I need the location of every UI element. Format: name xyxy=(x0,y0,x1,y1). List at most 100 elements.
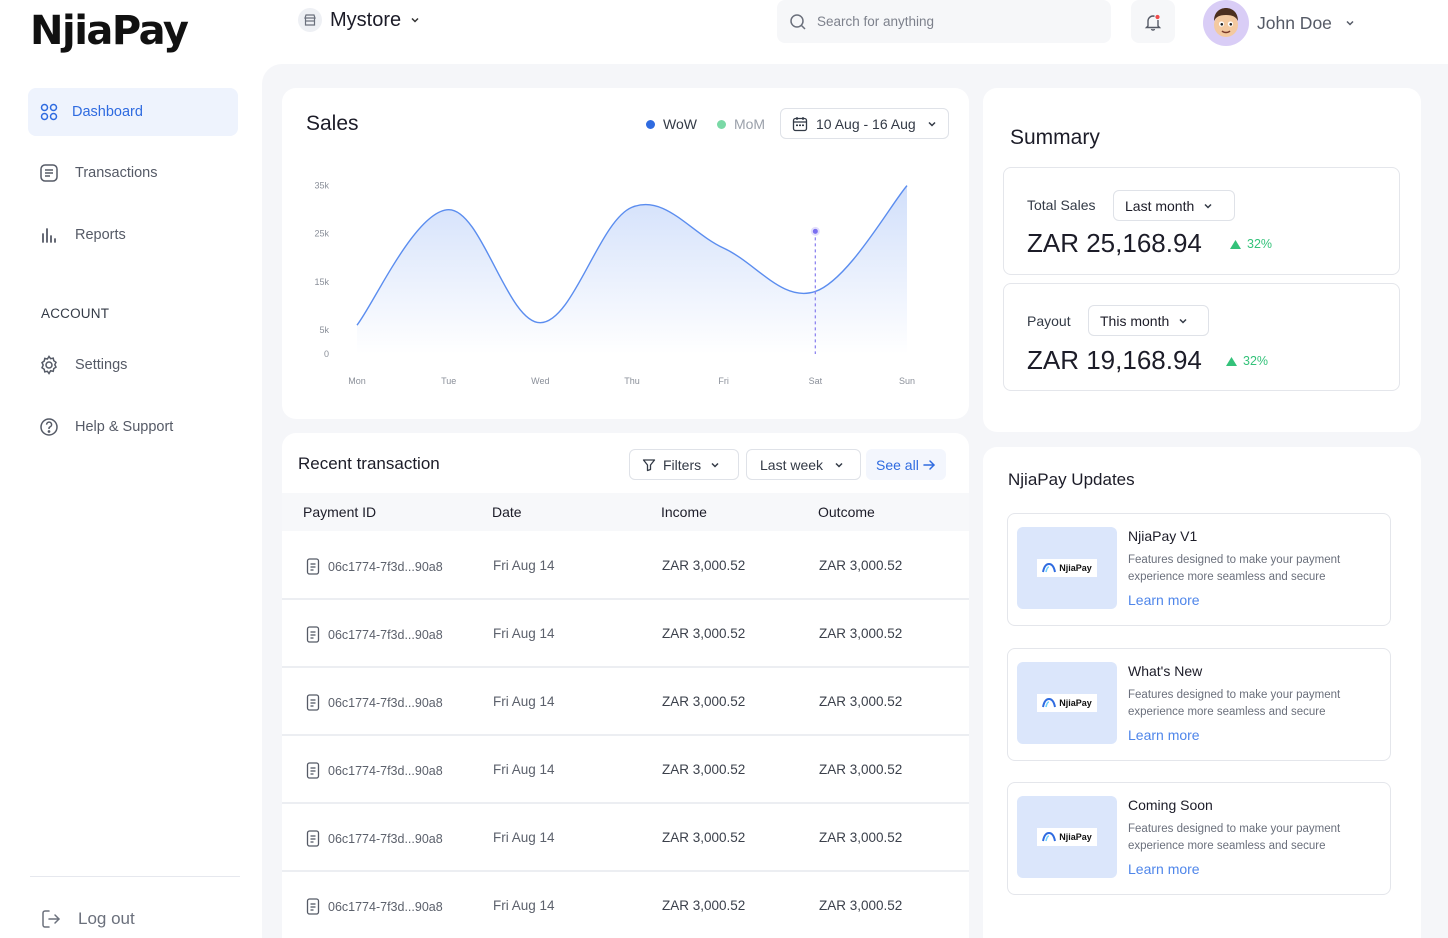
payout-change: 32% xyxy=(1226,354,1268,368)
chevron-down-icon xyxy=(409,14,421,26)
search-input[interactable] xyxy=(817,14,1077,29)
table-row[interactable]: 06c1774-7f3d...90a8 Fri Aug 14 ZAR 3,000.5… xyxy=(282,532,969,600)
legend-dot-icon xyxy=(716,119,726,129)
update-thumbnail: NjiaPay xyxy=(1017,527,1117,609)
logout-label: Log out xyxy=(78,909,135,928)
column-header-date: Date xyxy=(492,504,522,520)
payout-period-dropdown[interactable]: This month xyxy=(1088,305,1209,336)
update-title: Coming Soon xyxy=(1128,797,1213,813)
payment-id-cell: 06c1774-7f3d...90a8 xyxy=(306,626,443,643)
logout-button[interactable]: Log out xyxy=(40,908,135,930)
njiapay-badge: NjiaPay xyxy=(1037,694,1097,712)
total-sales-label: Total Sales xyxy=(1027,197,1096,213)
learn-more-link[interactable]: Learn more xyxy=(1128,592,1200,608)
updates-card: NjiaPay Updates NjiaPay NjiaPay V1 Feature… xyxy=(983,447,1421,938)
y-tick-label: 5k xyxy=(319,325,329,335)
see-all-button[interactable]: See all xyxy=(866,449,946,480)
sidebar-item-reports[interactable]: Reports xyxy=(28,211,238,259)
outcome-cell: ZAR 3,000.52 xyxy=(819,558,903,573)
payment-id-cell: 06c1774-7f3d...90a8 xyxy=(306,898,443,915)
table-row[interactable]: 06c1774-7f3d...90a8 Fri Aug 14 ZAR 3,000.5… xyxy=(282,804,969,872)
payment-id: 06c1774-7f3d...90a8 xyxy=(328,831,443,846)
receipt-icon xyxy=(306,762,320,779)
search-bar[interactable] xyxy=(777,0,1111,43)
legend-dot-icon xyxy=(646,119,655,129)
receipt-icon xyxy=(306,694,320,711)
filters-button[interactable]: Filters xyxy=(629,449,739,480)
receipt-icon xyxy=(306,626,320,643)
income-cell: ZAR 3,000.52 xyxy=(662,830,746,845)
filter-icon xyxy=(642,458,656,472)
user-menu[interactable]: John Doe xyxy=(1203,0,1356,46)
period-dropdown[interactable]: Last week xyxy=(746,449,861,480)
date-cell: Fri Aug 14 xyxy=(493,626,555,641)
summary-title: Summary xyxy=(1010,126,1100,149)
x-tick-label: Thu xyxy=(624,376,640,386)
app-logo[interactable]: NjiaPay xyxy=(30,8,189,54)
avatar xyxy=(1203,0,1249,46)
payout-box: Payout This month ZAR 19,168.94 32% xyxy=(1003,283,1400,391)
x-tick-label: Wed xyxy=(531,376,549,386)
total-sales-period-dropdown[interactable]: Last month xyxy=(1113,190,1235,221)
chevron-down-icon xyxy=(1344,17,1356,29)
update-description: Features designed to make your payment e… xyxy=(1128,823,1341,852)
table-row[interactable]: 06c1774-7f3d...90a8 Fri Aug 14 ZAR 3,000.5… xyxy=(282,600,969,668)
sidebar-item-transactions[interactable]: Transactions xyxy=(28,149,238,197)
badge-label: NjiaPay xyxy=(1059,563,1092,573)
chevron-down-icon xyxy=(1202,200,1214,212)
payment-id-cell: 06c1774-7f3d...90a8 xyxy=(306,558,443,575)
sidebar-divider xyxy=(30,876,240,877)
legend-label: MoM xyxy=(733,116,766,132)
update-title: NjiaPay V1 xyxy=(1128,528,1198,544)
legend-mom[interactable]: MoM xyxy=(716,116,766,132)
income-cell: ZAR 3,000.52 xyxy=(662,762,746,777)
user-name: John Doe xyxy=(1257,12,1332,33)
sales-area-fill xyxy=(357,185,907,354)
income-cell: ZAR 3,000.52 xyxy=(662,626,746,641)
sidebar-item-help-support[interactable]: Help & Support xyxy=(28,403,238,451)
outcome-cell: ZAR 3,000.52 xyxy=(819,694,903,709)
y-tick-label: 35k xyxy=(314,181,329,191)
x-tick-label: Sun xyxy=(899,376,915,386)
highlight-point[interactable] xyxy=(810,226,820,236)
learn-more-link[interactable]: Learn more xyxy=(1128,727,1200,743)
sidebar-item-settings[interactable]: Settings xyxy=(28,341,238,389)
sidebar-item-dashboard[interactable]: Dashboard xyxy=(28,88,238,136)
income-cell: ZAR 3,000.52 xyxy=(662,898,746,913)
bar-chart-icon xyxy=(38,224,60,246)
update-thumbnail: NjiaPay xyxy=(1017,796,1117,878)
date-range-label: 10 Aug - 16 Aug xyxy=(816,115,916,132)
receipt-icon xyxy=(306,898,320,915)
table-row[interactable]: 06c1774-7f3d...90a8 Fri Aug 14 ZAR 3,000.5… xyxy=(282,736,969,804)
payment-id: 06c1774-7f3d...90a8 xyxy=(328,763,443,778)
sales-card: Sales WoW MoM 10 Aug - 16 Aug 35 xyxy=(282,88,969,419)
chevron-down-icon xyxy=(926,118,938,130)
update-description: Features designed to make your payment e… xyxy=(1128,689,1341,718)
notifications-button[interactable] xyxy=(1131,0,1175,43)
store-icon xyxy=(298,8,322,32)
income-cell: ZAR 3,000.52 xyxy=(662,694,746,709)
learn-more-link[interactable]: Learn more xyxy=(1128,861,1200,877)
column-header-outcome: Outcome xyxy=(818,504,875,520)
y-tick-label: 25k xyxy=(314,229,329,239)
sales-title: Sales xyxy=(306,112,359,135)
sidebar-item-label: Reports xyxy=(75,227,126,243)
table-row[interactable]: 06c1774-7f3d...90a8 Fri Aug 14 ZAR 3,000.5… xyxy=(282,668,969,736)
table-row[interactable]: 06c1774-7f3d...90a8 Fri Aug 14 ZAR 3,000.5… xyxy=(282,872,969,938)
date-range-picker[interactable]: 10 Aug - 16 Aug xyxy=(780,108,949,139)
income-cell: ZAR 3,000.52 xyxy=(662,558,746,573)
outcome-cell: ZAR 3,000.52 xyxy=(819,830,903,845)
dashboard-grid-icon xyxy=(38,101,60,123)
legend-wow[interactable]: WoW xyxy=(646,116,697,132)
sidebar-item-label: Help & Support xyxy=(75,419,174,435)
total-sales-box: Total Sales Last month ZAR 25,168.94 32% xyxy=(1003,167,1400,275)
store-selector[interactable]: Mystore xyxy=(298,8,421,32)
see-all-label: See all xyxy=(876,456,919,473)
badge-label: NjiaPay xyxy=(1059,698,1092,708)
sales-chart: 35k 25k 15k 5k 0 Mon Tue Wed Thu Fri Sat Sun xyxy=(314,181,915,386)
update-title: What's New xyxy=(1128,663,1203,679)
update-item: NjiaPay Coming Soon Features designed to m… xyxy=(1007,782,1391,895)
filters-label: Filters xyxy=(663,456,702,473)
table-header: Payment ID Date Income Outcome xyxy=(282,493,969,531)
store-name: Mystore xyxy=(330,8,402,31)
